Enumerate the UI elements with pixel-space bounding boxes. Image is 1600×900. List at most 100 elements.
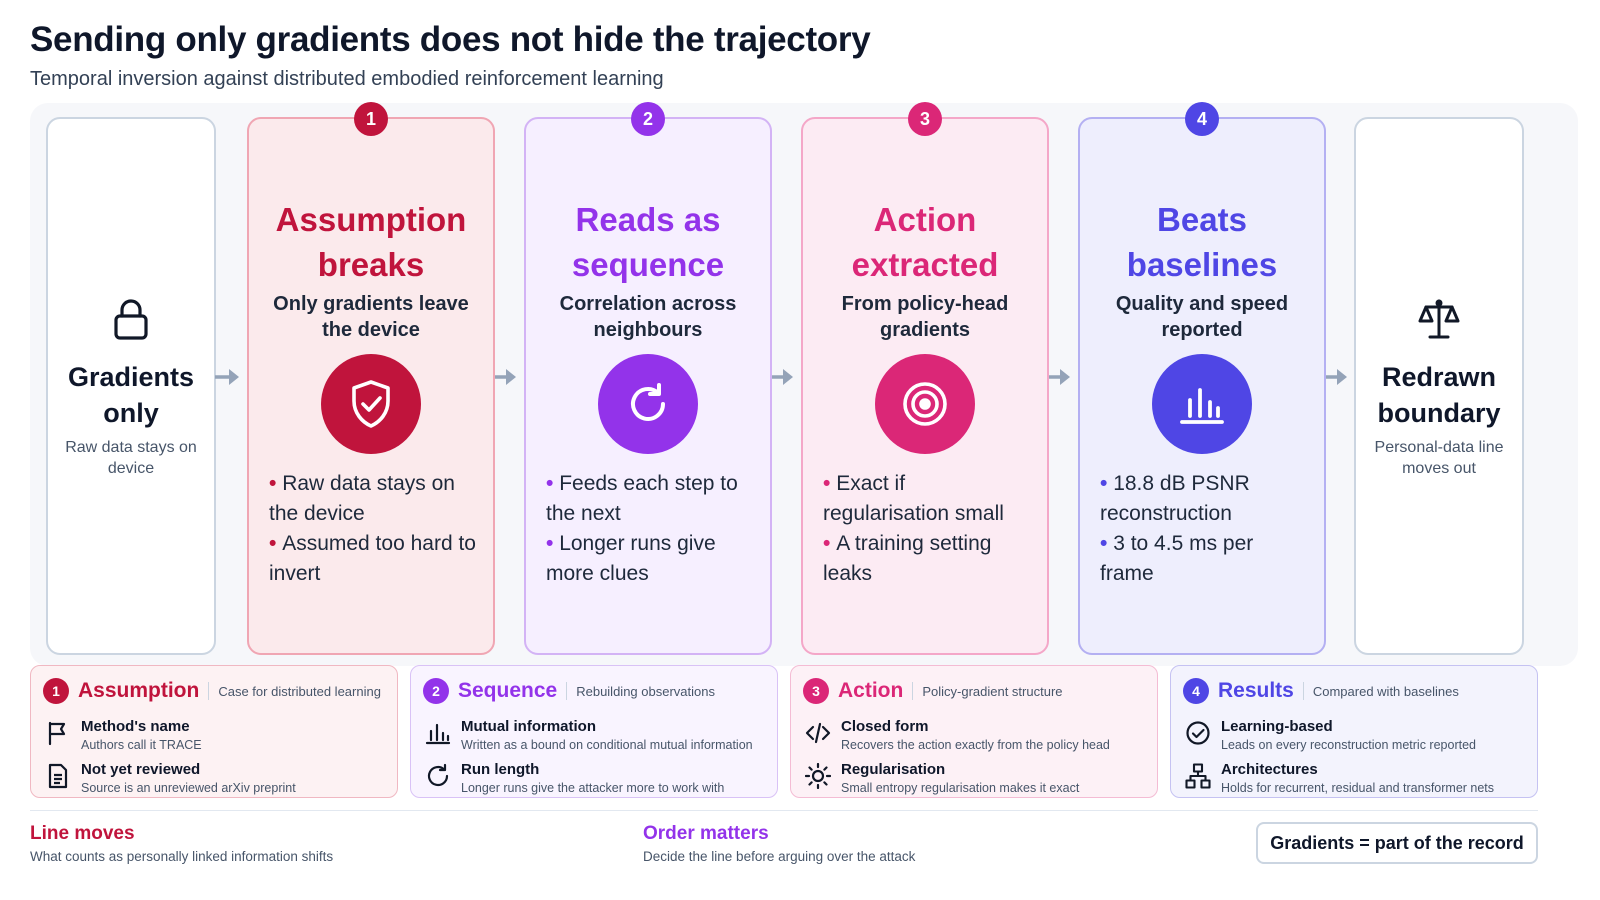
refresh-icon bbox=[427, 763, 449, 787]
panel-title: Sequence bbox=[458, 679, 558, 702]
refresh-icon bbox=[598, 354, 698, 454]
bullet-item: • 3 to 4.5 ms per frame bbox=[1100, 532, 1254, 585]
item-description: Leads on every reconstruction metric rep… bbox=[1221, 738, 1476, 752]
flag-icon bbox=[48, 721, 66, 746]
item-description: Source is an unreviewed arXiv preprint bbox=[81, 781, 296, 795]
page-title: Sending only gradients does not hide the… bbox=[30, 20, 871, 59]
bullet-item: • 18.8 dB PSNR reconstruction bbox=[1100, 472, 1250, 525]
item-description: Authors call it TRACE bbox=[81, 738, 202, 752]
step-bullets: • Raw data stays on the device • Assumed… bbox=[269, 469, 479, 589]
code-icon bbox=[805, 722, 831, 744]
step-card-action: 3 Action extracted From policy-head grad… bbox=[801, 102, 1049, 655]
step-number-badge: 2 bbox=[631, 102, 665, 136]
flow-arrow bbox=[769, 369, 793, 385]
item-description: Longer runs give the attacker more to wo… bbox=[461, 781, 725, 795]
panel-item: Regularisation Small entropy regularisat… bbox=[805, 761, 1149, 801]
panel-item: Architectures Holds for recurrent, resid… bbox=[1185, 761, 1529, 801]
item-name: Run length bbox=[461, 761, 540, 778]
target-icon bbox=[875, 354, 975, 454]
panel-assumption: 1 Assumption Case for distributed learni… bbox=[30, 665, 398, 798]
panel-item: Run length Longer runs give the attacker… bbox=[425, 761, 769, 801]
panel-number-badge: 1 bbox=[43, 678, 69, 704]
footer-divider bbox=[30, 810, 1538, 811]
lock-icon bbox=[48, 297, 214, 345]
item-name: Closed form bbox=[841, 718, 929, 735]
panel-item: Mutual information Written as a bound on… bbox=[425, 718, 769, 758]
step-bullets: • Exact if regularisation small • A trai… bbox=[823, 469, 1033, 589]
step-card-assumption: 1 Assumption breaks Only gradients leave… bbox=[247, 102, 495, 655]
step-number-badge: 4 bbox=[1185, 102, 1219, 136]
item-name: Regularisation bbox=[841, 761, 946, 778]
start-card: Gradients only Raw data stays on device bbox=[46, 117, 216, 655]
step-title: Beats baselines bbox=[1126, 201, 1278, 283]
item-name: Not yet reviewed bbox=[81, 761, 201, 778]
step-title: Assumption breaks bbox=[275, 201, 467, 283]
flow-arrow bbox=[1323, 369, 1347, 385]
network-icon bbox=[1185, 763, 1211, 789]
panel-number-badge: 4 bbox=[1183, 678, 1209, 704]
flow-arrow bbox=[215, 369, 239, 385]
bullet-item: • A training setting leaks bbox=[823, 532, 992, 585]
start-title: Gradients only bbox=[67, 362, 195, 428]
step-number-badge: 3 bbox=[908, 102, 942, 136]
item-name: Architectures bbox=[1221, 761, 1318, 778]
step-subtitle: Only gradients leave the device bbox=[273, 293, 469, 341]
step-card-sequence: 2 Reads as sequence Correlation across n… bbox=[524, 102, 772, 655]
summary-pill: Gradients = part of the record bbox=[1256, 822, 1538, 864]
document-icon bbox=[48, 763, 68, 789]
footer-order-matters-title: Order matters bbox=[643, 823, 769, 844]
panel-caption: Policy-gradient structure bbox=[922, 683, 1063, 699]
bullet-item: • Feeds each step to the next bbox=[546, 472, 738, 525]
panel-caption: Rebuilding observations bbox=[576, 683, 715, 699]
panel-title: Results bbox=[1218, 679, 1294, 702]
item-description: Small entropy regularisation makes it ex… bbox=[841, 781, 1080, 795]
panel-action: 3 Action Policy-gradient structure Close… bbox=[790, 665, 1158, 798]
step-card-results: 4 Beats baselines Quality and speed repo… bbox=[1078, 102, 1326, 655]
shield-check-icon bbox=[321, 354, 421, 454]
step-subtitle: Correlation across neighbours bbox=[559, 293, 737, 341]
panel-title: Action bbox=[838, 679, 904, 702]
footer-line-moves-title: Line moves bbox=[30, 823, 135, 844]
step-bullets: • 18.8 dB PSNR reconstruction • 3 to 4.5… bbox=[1100, 469, 1310, 589]
item-name: Method's name bbox=[81, 718, 190, 735]
item-name: Mutual information bbox=[461, 718, 596, 735]
panel-item: Method's name Authors call it TRACE bbox=[45, 718, 389, 758]
bullet-item: • Assumed too hard to invert bbox=[269, 532, 476, 585]
panel-number-badge: 3 bbox=[803, 678, 829, 704]
panel-item: Not yet reviewed Source is an unreviewed… bbox=[45, 761, 389, 801]
end-title: Redrawn boundary bbox=[1377, 362, 1501, 428]
page-subtitle: Temporal inversion against distributed e… bbox=[30, 68, 664, 90]
footer-order-matters-subtitle: Decide the line before arguing over the … bbox=[643, 849, 916, 864]
step-subtitle: From policy-head gradients bbox=[841, 293, 1009, 341]
step-subtitle: Quality and speed reported bbox=[1115, 293, 1289, 341]
flow-arrow bbox=[492, 369, 516, 385]
bar-chart-icon bbox=[425, 723, 451, 745]
panel-title: Assumption bbox=[78, 679, 200, 702]
scales-icon bbox=[1356, 297, 1522, 345]
panel-results: 4 Results Compared with baselines Learni… bbox=[1170, 665, 1538, 798]
end-subtitle: Personal-data line moves out bbox=[1374, 439, 1504, 477]
step-title: Reads as sequence bbox=[571, 201, 725, 283]
panel-caption: Case for distributed learning bbox=[218, 683, 381, 699]
item-description: Recovers the action exactly from the pol… bbox=[841, 738, 1110, 752]
bullet-item: • Exact if regularisation small bbox=[823, 472, 1004, 525]
step-title: Action extracted bbox=[851, 201, 999, 283]
footer-line-moves-subtitle: What counts as personally linked informa… bbox=[30, 849, 334, 864]
panel-item: Learning-based Leads on every reconstruc… bbox=[1185, 718, 1529, 758]
panel-number-badge: 2 bbox=[423, 678, 449, 704]
end-card: Redrawn boundary Personal-data line move… bbox=[1354, 117, 1524, 655]
step-number-badge: 1 bbox=[354, 102, 388, 136]
flow-arrow bbox=[1046, 369, 1070, 385]
panel-caption: Compared with baselines bbox=[1312, 683, 1459, 699]
item-description: Written as a bound on conditional mutual… bbox=[461, 738, 753, 752]
bullet-item: • Longer runs give more clues bbox=[546, 532, 716, 585]
start-subtitle: Raw data stays on device bbox=[65, 439, 197, 477]
panel-item: Closed form Recovers the action exactly … bbox=[805, 718, 1149, 758]
check-circle-icon bbox=[1186, 721, 1210, 745]
step-bullets: • Feeds each step to the next • Longer r… bbox=[546, 469, 756, 589]
bar-chart-icon bbox=[1152, 354, 1252, 454]
item-description: Holds for recurrent, residual and transf… bbox=[1221, 781, 1495, 795]
bullet-item: • Raw data stays on the device bbox=[269, 472, 455, 525]
sun-icon bbox=[805, 763, 831, 789]
item-name: Learning-based bbox=[1221, 718, 1333, 735]
